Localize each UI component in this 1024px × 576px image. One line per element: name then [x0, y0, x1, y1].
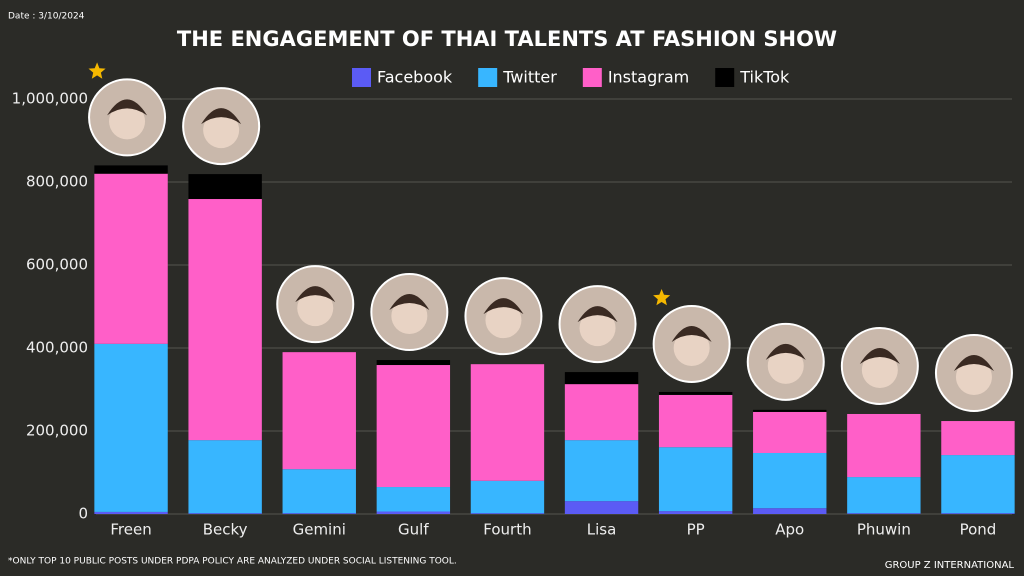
bar-segment — [282, 513, 356, 514]
x-tick-label: Becky — [203, 521, 248, 539]
photo-hair — [389, 294, 430, 311]
bar-segment — [658, 447, 733, 512]
x-tick-label: Gemini — [293, 521, 346, 539]
bar-segment — [376, 360, 451, 366]
legend-swatch — [352, 68, 371, 87]
bar-segment — [188, 440, 262, 514]
photo-face — [955, 359, 992, 396]
x-tick-label: Fourth — [483, 521, 531, 539]
bar-segment — [564, 501, 639, 514]
y-tick-label: 400,000 — [26, 339, 88, 357]
bar-segment — [753, 409, 827, 412]
bar-segment — [94, 511, 168, 514]
bar-segment — [564, 384, 639, 441]
x-tick-label: Freen — [110, 521, 151, 539]
photo-face — [203, 112, 240, 149]
photo-face — [579, 310, 616, 347]
legend-label: Twitter — [502, 68, 557, 87]
bar-segment — [847, 477, 921, 514]
star-icon — [88, 62, 106, 79]
photo-hair — [483, 298, 524, 315]
photo-face — [109, 103, 146, 140]
bar-segment — [376, 365, 451, 488]
x-tick-label: PP — [687, 521, 705, 539]
photo-face — [767, 347, 804, 384]
legend-label: TikTok — [739, 68, 790, 87]
photo-hair — [859, 347, 900, 364]
bar-segment — [470, 364, 545, 481]
x-tick-label: Apo — [775, 521, 804, 539]
bar-segment — [564, 372, 639, 385]
legend-swatch — [478, 68, 498, 87]
photo-face — [391, 298, 428, 335]
footnote: *ONLY TOP 10 PUBLIC POSTS UNDER PDPA POL… — [8, 557, 457, 567]
photo-hair — [107, 99, 148, 116]
bar-segment — [753, 452, 827, 509]
bar-segment — [282, 352, 356, 470]
photo-face — [673, 329, 710, 366]
photo-face — [485, 302, 522, 339]
bar-segment — [847, 513, 921, 514]
photo-hair — [765, 343, 806, 360]
x-tick-label: Lisa — [587, 521, 617, 539]
bar-segment — [753, 411, 827, 453]
photo-hair — [577, 306, 618, 323]
bar-segment — [188, 174, 262, 200]
photo-hair — [671, 325, 712, 342]
bar-segment — [376, 487, 451, 512]
bar-segment — [376, 511, 451, 514]
photo-hair — [953, 355, 994, 372]
x-tick-label: Phuwin — [857, 521, 911, 539]
bar-segment — [470, 513, 545, 514]
bar-segment — [658, 394, 733, 448]
bar-segment — [941, 421, 1015, 456]
y-tick-label: 1,000,000 — [12, 90, 88, 108]
y-tick-label: 0 — [78, 505, 88, 523]
bar-segment — [94, 343, 168, 512]
bar-segment — [658, 391, 733, 395]
bar-segment — [847, 413, 921, 478]
x-tick-label: Pond — [960, 521, 997, 539]
photo-hair — [295, 286, 336, 303]
chart-title: THE ENGAGEMENT OF THAI TALENTS AT FASHIO… — [177, 27, 837, 51]
bar-segment — [188, 513, 262, 514]
y-tick-label: 800,000 — [26, 173, 88, 191]
bar-segment — [282, 469, 356, 514]
bar-segment — [470, 480, 545, 514]
bar-segment — [564, 440, 639, 502]
bar-segment — [941, 455, 1015, 514]
y-tick-label: 200,000 — [26, 422, 88, 440]
legend-label: Facebook — [377, 68, 453, 87]
star-icon — [653, 289, 671, 306]
bar-segment — [753, 508, 827, 514]
y-tick-label: 600,000 — [26, 256, 88, 274]
bar-segment — [94, 165, 168, 174]
legend-swatch — [715, 68, 735, 87]
date: Date : 3/10/2024 — [8, 12, 85, 22]
bar-segment — [658, 511, 733, 514]
photo-face — [861, 351, 898, 388]
photo-face — [297, 290, 334, 327]
bar-segment — [94, 173, 168, 344]
source: GROUP Z INTERNATIONAL — [885, 560, 1015, 571]
x-tick-label: Gulf — [398, 521, 429, 539]
legend-swatch — [582, 68, 602, 87]
legend-label: Instagram — [608, 68, 689, 87]
bar-segment — [188, 199, 262, 441]
bar-segment — [941, 513, 1015, 514]
photo-hair — [201, 108, 242, 125]
